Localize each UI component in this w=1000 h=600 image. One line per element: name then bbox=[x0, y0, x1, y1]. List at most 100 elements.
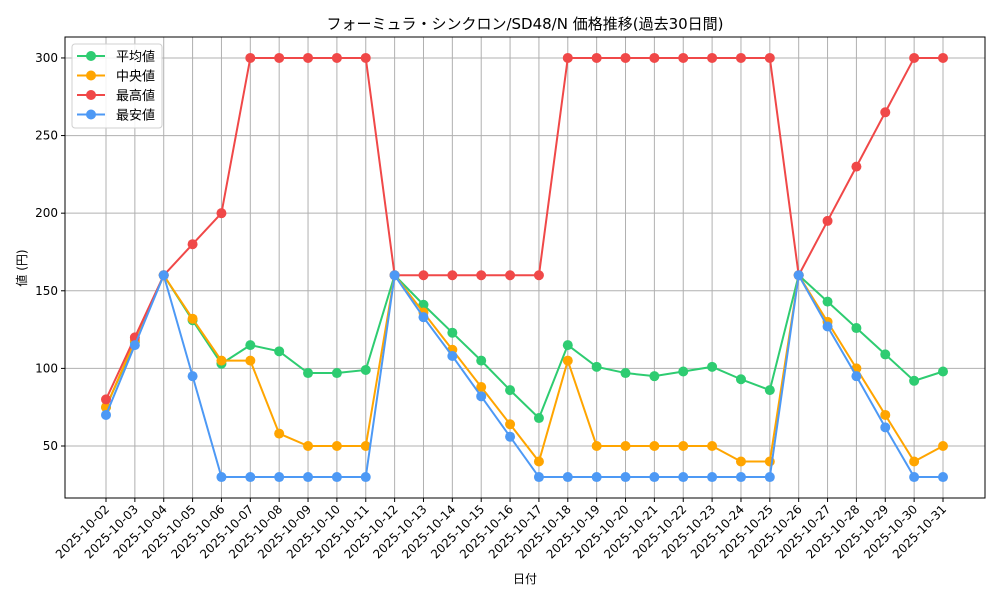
data-point bbox=[649, 441, 660, 452]
data-point bbox=[562, 340, 573, 351]
data-point bbox=[360, 441, 371, 452]
data-point bbox=[216, 208, 227, 219]
data-point bbox=[620, 472, 631, 483]
series-2 bbox=[101, 52, 948, 405]
data-point bbox=[476, 355, 487, 366]
data-point bbox=[707, 361, 718, 372]
data-point bbox=[764, 385, 775, 396]
data-point bbox=[303, 52, 314, 63]
data-point bbox=[591, 361, 602, 372]
legend-item: 最高値 bbox=[77, 88, 155, 104]
data-point bbox=[505, 270, 516, 281]
data-point bbox=[101, 394, 111, 405]
data-point bbox=[707, 472, 718, 483]
data-point bbox=[187, 313, 198, 324]
x-axis-label: 日付 bbox=[513, 572, 537, 586]
data-point bbox=[735, 456, 746, 467]
data-point bbox=[764, 472, 775, 483]
data-point bbox=[129, 340, 140, 351]
series-0 bbox=[101, 270, 948, 424]
data-point bbox=[187, 371, 198, 382]
data-point bbox=[735, 374, 746, 385]
data-point bbox=[649, 371, 660, 382]
data-point bbox=[591, 472, 602, 483]
data-point bbox=[880, 409, 891, 420]
data-point bbox=[245, 355, 256, 366]
data-point bbox=[562, 355, 573, 366]
data-point bbox=[822, 215, 833, 226]
data-point bbox=[562, 52, 573, 63]
data-point bbox=[707, 52, 718, 63]
data-point bbox=[909, 472, 920, 483]
data-point bbox=[331, 52, 342, 63]
data-point bbox=[274, 52, 285, 63]
data-point bbox=[158, 270, 169, 281]
data-point bbox=[793, 270, 804, 281]
x-axis: 2025-10-022025-10-032025-10-042025-10-05… bbox=[53, 498, 949, 561]
data-point bbox=[591, 52, 602, 63]
data-point bbox=[533, 270, 544, 281]
data-point bbox=[880, 349, 891, 360]
data-point bbox=[533, 472, 544, 483]
data-point bbox=[187, 239, 198, 250]
legend-label: 最安値 bbox=[116, 108, 155, 124]
y-tick-label: 50 bbox=[43, 439, 58, 453]
legend-marker-icon bbox=[86, 51, 96, 61]
y-axis-label: 値 (円) bbox=[14, 249, 29, 286]
data-point bbox=[822, 296, 833, 307]
data-point bbox=[938, 441, 948, 452]
chart-title: フォーミュラ・シンクロン/SD48/N 価格推移(過去30日間) bbox=[326, 15, 723, 33]
data-point bbox=[938, 52, 948, 63]
data-point bbox=[245, 340, 256, 351]
data-point bbox=[533, 413, 544, 424]
data-point bbox=[851, 323, 862, 334]
data-point bbox=[505, 431, 516, 442]
data-point bbox=[505, 385, 516, 396]
y-tick-label: 200 bbox=[35, 206, 58, 220]
data-point bbox=[880, 107, 891, 118]
data-point bbox=[303, 368, 314, 379]
series-line bbox=[105, 273, 944, 420]
data-point bbox=[245, 52, 256, 63]
data-point bbox=[909, 375, 920, 386]
series-3 bbox=[101, 270, 948, 483]
data-point bbox=[851, 161, 862, 172]
data-point bbox=[591, 441, 602, 452]
data-point bbox=[649, 52, 660, 63]
y-tick-label: 250 bbox=[35, 129, 58, 143]
data-point bbox=[476, 382, 487, 393]
data-point bbox=[909, 52, 920, 63]
legend-item: 中央値 bbox=[77, 69, 155, 85]
data-point bbox=[533, 456, 544, 467]
legend-item: 平均値 bbox=[77, 49, 155, 65]
data-point bbox=[331, 441, 342, 452]
data-point bbox=[822, 321, 833, 332]
data-point bbox=[331, 368, 342, 379]
data-point bbox=[447, 270, 458, 281]
data-point bbox=[620, 368, 631, 379]
data-point bbox=[447, 350, 458, 361]
data-point bbox=[274, 472, 285, 483]
y-tick-label: 150 bbox=[35, 284, 58, 298]
data-point bbox=[620, 441, 631, 452]
data-point bbox=[418, 270, 429, 281]
data-point bbox=[274, 428, 285, 439]
legend-item: 最安値 bbox=[77, 108, 155, 124]
grid-lines bbox=[65, 37, 985, 498]
data-point bbox=[678, 366, 689, 377]
data-point bbox=[331, 472, 342, 483]
data-point bbox=[620, 52, 631, 63]
legend-marker-icon bbox=[86, 90, 96, 100]
legend-label: 平均値 bbox=[116, 49, 155, 65]
data-point bbox=[360, 52, 371, 63]
data-point bbox=[418, 312, 429, 323]
legend-box bbox=[71, 43, 163, 129]
data-point bbox=[649, 472, 660, 483]
data-point bbox=[735, 52, 746, 63]
data-point bbox=[678, 472, 689, 483]
data-point bbox=[678, 441, 689, 452]
data-point bbox=[216, 472, 227, 483]
data-point bbox=[389, 270, 400, 281]
